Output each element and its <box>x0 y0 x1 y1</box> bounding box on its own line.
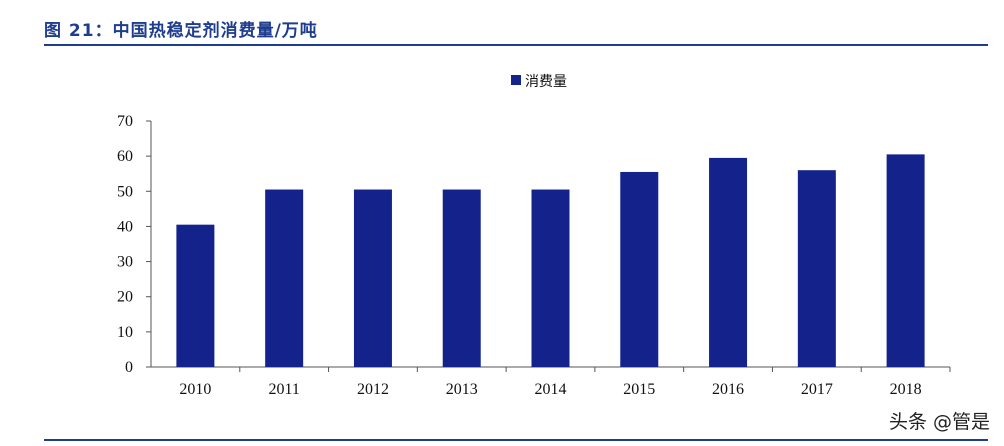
bar-2018 <box>886 154 925 367</box>
legend: 消费量 <box>511 74 567 90</box>
y-tick-label: 20 <box>117 289 133 306</box>
legend-swatch <box>511 75 521 85</box>
x-tick-label: 2015 <box>623 381 655 398</box>
bar-2016 <box>709 157 748 367</box>
y-tick-label: 10 <box>117 324 133 341</box>
bar-2010 <box>176 224 215 367</box>
bar-2013 <box>442 189 481 367</box>
x-tick-label: 2013 <box>446 381 478 398</box>
x-tick-label: 2017 <box>801 381 833 398</box>
y-tick-label: 60 <box>117 148 133 165</box>
bar-2011 <box>265 189 304 367</box>
y-tick-label: 40 <box>117 218 133 235</box>
x-axis: 2010 2011 2012 2013 2014 2015 2016 2017 2018 <box>151 366 951 398</box>
bar-2014 <box>531 189 570 367</box>
x-tick-label: 2014 <box>535 381 567 398</box>
y-tick-label: 50 <box>117 183 133 200</box>
bottom-divider <box>44 439 988 441</box>
x-tick-label: 2018 <box>890 381 922 398</box>
bar-2012 <box>353 189 392 367</box>
bar-2017 <box>797 170 836 367</box>
bar-2015 <box>620 171 659 367</box>
x-tick-label: 2012 <box>357 381 389 398</box>
top-divider <box>44 44 988 46</box>
x-tick-label: 2011 <box>268 381 299 398</box>
x-tick-label: 2010 <box>179 381 211 398</box>
y-tick-label: 70 <box>117 113 133 130</box>
legend-label: 消费量 <box>525 74 567 90</box>
y-axis: 0 10 20 30 40 50 60 70 <box>117 113 152 376</box>
figure-title: 图 21：中国热稳定剂消费量/万吨 <box>44 21 318 41</box>
y-tick-label: 30 <box>117 254 133 271</box>
watermark: 头条 @管是 <box>888 411 990 433</box>
y-tick-label: 0 <box>125 359 133 376</box>
bars <box>176 154 925 367</box>
x-tick-label: 2016 <box>712 381 744 398</box>
